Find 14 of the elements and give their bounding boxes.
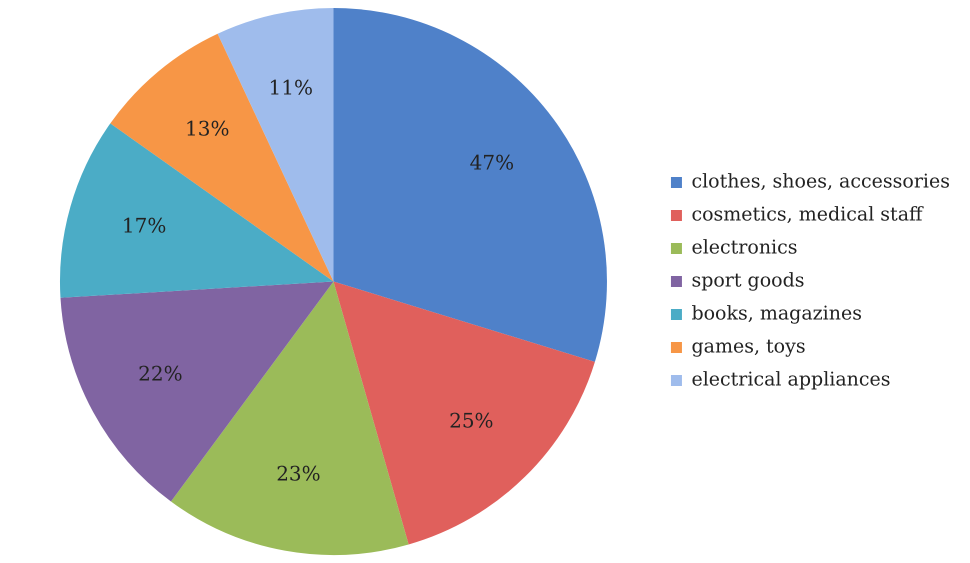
data-label: 17% (122, 214, 166, 238)
legend-label: electrical appliances (691, 368, 891, 390)
legend-label: clothes, shoes, accessories (691, 170, 950, 192)
data-label: 23% (276, 461, 321, 486)
legend-label: electronics (691, 236, 798, 258)
data-label: 47% (470, 150, 514, 175)
data-label: 13% (185, 116, 230, 141)
data-label: 11% (268, 75, 313, 100)
data-label: 22% (138, 362, 183, 386)
legend-label: cosmetics, medical staff (691, 203, 924, 226)
data-label: 25% (449, 408, 494, 432)
legend-label: sport goods (691, 269, 805, 292)
legend-label: games, toys (691, 335, 806, 358)
legend-label: books, magazines (691, 302, 862, 324)
